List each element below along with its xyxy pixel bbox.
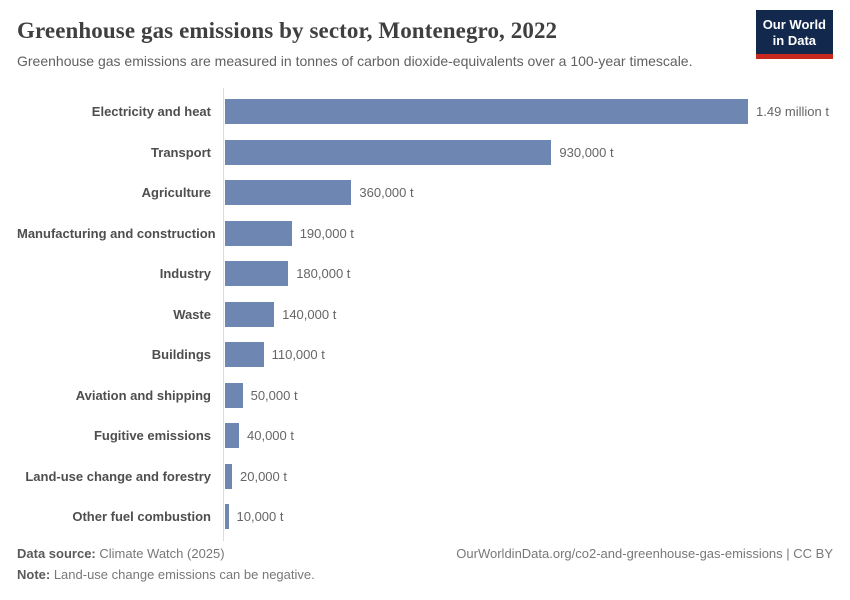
chart-row: Land-use change and forestry 20,000 t — [17, 456, 833, 497]
bar[interactable] — [225, 180, 352, 206]
chart-row: Buildings 110,000 t — [17, 335, 833, 376]
bar-area: 1.49 million t — [223, 99, 833, 125]
value-label: 10,000 t — [236, 509, 284, 525]
footer-note-line: Note: Land-use change emissions can be n… — [17, 565, 833, 586]
value-label: 190,000 t — [299, 225, 354, 241]
category-label: Agriculture — [141, 185, 211, 201]
bar-area: 190,000 t — [223, 220, 833, 246]
note-label: Note: — [17, 567, 51, 583]
bar[interactable] — [225, 261, 289, 287]
category-label: Fugitive emissions — [93, 428, 211, 444]
bar[interactable] — [225, 220, 292, 246]
value-label: 110,000 t — [271, 347, 325, 363]
chart-row: Fugitive emissions 40,000 t — [17, 416, 833, 457]
value-label: 50,000 t — [250, 387, 298, 403]
chart-row: Agriculture 360,000 t — [17, 173, 833, 214]
category-label: Manufacturing and construction — [17, 225, 216, 241]
category-label: Transport — [151, 144, 211, 160]
owid-logo[interactable]: Our World in Data — [755, 10, 833, 59]
bar[interactable] — [225, 99, 748, 125]
category-label: Waste — [173, 306, 211, 322]
bar[interactable] — [225, 382, 243, 408]
data-source-value: Climate Watch (2025) — [95, 546, 225, 562]
bar-area: 40,000 t — [223, 423, 833, 449]
bar[interactable] — [225, 301, 275, 327]
bar-area: 180,000 t — [223, 261, 833, 287]
value-label: 930,000 t — [559, 144, 614, 160]
chart-row: Electricity and heat 1.49 million t — [17, 92, 833, 133]
chart-row: Transport 930,000 t — [17, 132, 833, 173]
owid-url-link[interactable]: OurWorldinData.org/co2-and-greenhouse-ga… — [456, 546, 833, 562]
chart-rows: Electricity and heat 1.49 million t Transp… — [17, 92, 833, 538]
header-text: Greenhouse gas emissions by sector, Mont… — [17, 14, 736, 71]
page-subtitle: Greenhouse gas emissions are measured in… — [17, 53, 693, 69]
bar[interactable] — [225, 342, 264, 368]
category-label: Industry — [159, 266, 211, 282]
data-source-label: Data source: — [17, 546, 96, 562]
bar-area: 10,000 t — [223, 504, 833, 530]
category-label: Aviation and shipping — [75, 387, 211, 403]
value-label: 140,000 t — [282, 306, 337, 322]
note-value: Land-use change emissions can be negativ… — [50, 567, 315, 583]
chart-row: Manufacturing and construction 190,000 t — [17, 213, 833, 254]
owid-logo-line1: Our World — [762, 17, 826, 32]
y-axis-line — [223, 87, 224, 541]
header: Greenhouse gas emissions by sector, Mont… — [17, 10, 833, 71]
page-title: Greenhouse gas emissions by sector, Mont… — [17, 18, 558, 43]
bar-area: 50,000 t — [223, 382, 833, 408]
category-label: Other fuel combustion — [72, 509, 211, 525]
chart-row: Other fuel combustion 10,000 t — [17, 497, 833, 538]
bar-area: 140,000 t — [223, 301, 833, 327]
footer: Data source: Climate Watch (2025) OurWor… — [17, 544, 833, 586]
value-label: 20,000 t — [240, 468, 287, 484]
value-label: 40,000 t — [247, 428, 294, 444]
bar-area: 930,000 t — [223, 139, 833, 165]
value-label: 1.49 million t — [756, 104, 829, 120]
bar-area: 20,000 t — [223, 463, 833, 489]
value-label: 180,000 t — [296, 266, 351, 282]
bar[interactable] — [225, 504, 229, 530]
owid-logo-line2: in Data — [772, 33, 817, 49]
category-label: Electricity and heat — [91, 104, 211, 120]
bar[interactable] — [225, 463, 232, 489]
chart-row: Industry 180,000 t — [17, 254, 833, 295]
chart-row: Waste 140,000 t — [17, 294, 833, 335]
value-label: 360,000 t — [359, 185, 414, 201]
chart-row: Aviation and shipping 50,000 t — [17, 375, 833, 416]
bar-area: 360,000 t — [223, 180, 833, 206]
category-label: Land-use change and forestry — [25, 468, 211, 484]
bar[interactable] — [225, 423, 239, 449]
bar-area: 110,000 t — [223, 342, 833, 368]
bar[interactable] — [225, 139, 552, 165]
footer-row-1: Data source: Climate Watch (2025) OurWor… — [17, 544, 833, 565]
data-source-line: Data source: Climate Watch (2025) — [17, 544, 225, 565]
bar-chart: Electricity and heat 1.49 million t Transp… — [17, 87, 833, 541]
category-label: Buildings — [151, 347, 211, 363]
